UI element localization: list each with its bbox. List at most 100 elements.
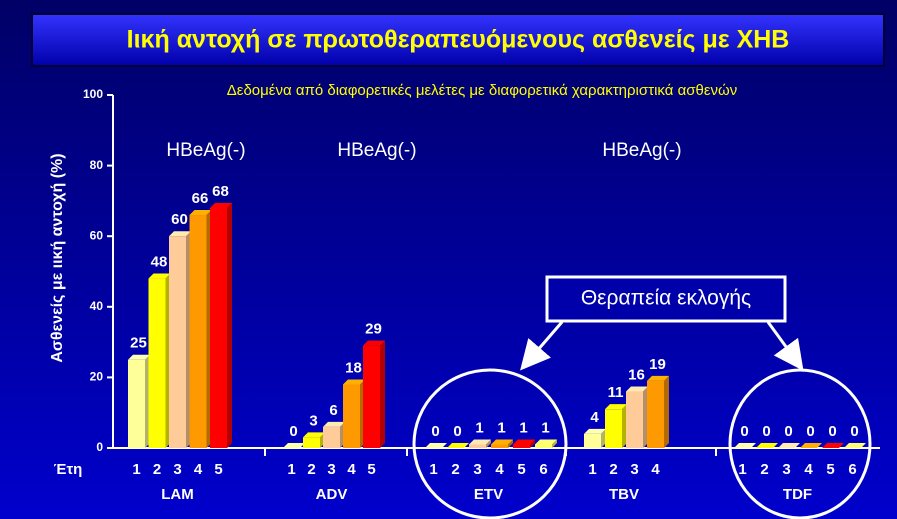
data-label: 4 xyxy=(590,409,599,426)
callout-text: Θεραπεία εκλογής xyxy=(581,287,751,310)
bar-top xyxy=(363,340,385,346)
data-label: 0 xyxy=(431,423,439,440)
group-label: ETV xyxy=(474,486,503,503)
data-label: 0 xyxy=(828,423,836,440)
bar-top xyxy=(189,210,212,216)
bar xyxy=(535,444,552,448)
y-axis-label: Ασθενείς με ιική αντοχή (%) xyxy=(49,153,66,362)
x-tick-label: 4 xyxy=(651,461,660,478)
data-label: 18 xyxy=(345,359,362,376)
bar-top xyxy=(323,421,345,427)
bar-top xyxy=(303,432,325,438)
bar-side xyxy=(486,439,491,448)
bar-top xyxy=(128,354,150,360)
x-tick-label: 1 xyxy=(132,461,140,478)
data-label: 0 xyxy=(850,423,858,440)
data-label: 60 xyxy=(171,211,188,228)
bar-top xyxy=(778,443,800,448)
bar xyxy=(303,437,320,448)
data-label: 3 xyxy=(309,412,317,429)
x-tick-label: 3 xyxy=(173,461,181,478)
bar-side xyxy=(622,404,627,448)
subtitle: Δεδομένα από διαφορετικές μελέτες με δια… xyxy=(227,82,737,99)
bar-top xyxy=(343,379,365,385)
data-label: 0 xyxy=(784,423,792,440)
bar-top xyxy=(469,439,491,445)
annotation: HBeAg(-) xyxy=(166,140,245,161)
bar xyxy=(210,207,227,448)
x-tick-label: 1 xyxy=(287,461,295,478)
bar-top xyxy=(513,439,535,445)
data-label: 0 xyxy=(740,423,748,440)
data-label: 25 xyxy=(130,335,147,352)
y-tick-label: 80 xyxy=(90,158,104,172)
annotation: HBeAg(-) xyxy=(337,140,416,161)
x-tick-label: 2 xyxy=(307,461,315,478)
bar-side xyxy=(601,428,606,448)
bar-top xyxy=(425,443,447,448)
bar-side xyxy=(552,439,557,448)
data-label: 0 xyxy=(806,423,814,440)
data-label: 16 xyxy=(628,366,645,383)
highlight-circle xyxy=(728,368,872,519)
bar xyxy=(343,384,360,448)
data-label: 0 xyxy=(453,423,461,440)
y-tick-label: 20 xyxy=(90,370,104,384)
x-tick-label: 3 xyxy=(782,461,790,478)
data-label: 1 xyxy=(497,419,505,436)
bar-top xyxy=(283,443,305,448)
data-label: 1 xyxy=(519,419,527,436)
bar-top xyxy=(756,443,778,448)
bar xyxy=(189,215,207,448)
data-label: 48 xyxy=(151,254,168,271)
annotation: HBeAg(-) xyxy=(602,140,681,161)
bar xyxy=(148,278,166,448)
bar-side xyxy=(530,439,535,448)
bar-top xyxy=(148,273,171,279)
bar-top xyxy=(210,202,232,208)
data-label: 1 xyxy=(475,419,483,436)
bar-top xyxy=(584,428,606,434)
bar-top xyxy=(626,386,648,392)
x-tick-label: 4 xyxy=(194,461,203,478)
x-tick-label: 6 xyxy=(539,461,547,478)
bar xyxy=(323,426,340,448)
data-label: 6 xyxy=(329,402,337,419)
highlight-circle xyxy=(412,368,568,519)
arrow xyxy=(766,321,804,371)
bar-side xyxy=(643,386,648,448)
y-tick-label: 40 xyxy=(90,299,104,313)
group-label: TBV xyxy=(609,486,639,503)
chart-title: Ιική αντοχή σε πρωτοθεραπευόμενους ασθεν… xyxy=(127,26,790,54)
x-tick-label: 2 xyxy=(451,461,459,478)
bar-side xyxy=(664,375,669,448)
x-tick-label: 1 xyxy=(738,461,746,478)
x-tick-label: 5 xyxy=(214,461,222,478)
bar xyxy=(128,359,145,448)
x-tick-label: 3 xyxy=(327,461,335,478)
x-tick-label: 3 xyxy=(473,461,481,478)
x-tick-label: 5 xyxy=(517,461,525,478)
bar xyxy=(584,433,601,448)
x-tick-label: 4 xyxy=(495,461,504,478)
data-label: 19 xyxy=(649,356,666,373)
x-tick-label: 4 xyxy=(347,461,356,478)
data-label: 1 xyxy=(541,419,549,436)
group-label: TDF xyxy=(783,486,812,503)
bar xyxy=(513,444,530,448)
bar xyxy=(626,391,643,448)
bar xyxy=(363,345,380,448)
x-tick-label: 5 xyxy=(826,461,834,478)
x-tick-label: 5 xyxy=(367,461,375,478)
x-tick-label: 1 xyxy=(429,461,437,478)
bar xyxy=(491,444,508,448)
bar xyxy=(169,236,186,448)
group-label: LAM xyxy=(161,486,194,503)
bar-top xyxy=(605,404,627,410)
x-tick-label: 1 xyxy=(588,461,596,478)
arrow xyxy=(520,321,564,371)
bar-top xyxy=(734,443,756,448)
bar-top xyxy=(535,439,557,445)
x-tick-label: 3 xyxy=(630,461,638,478)
x-tick-label: 4 xyxy=(804,461,813,478)
